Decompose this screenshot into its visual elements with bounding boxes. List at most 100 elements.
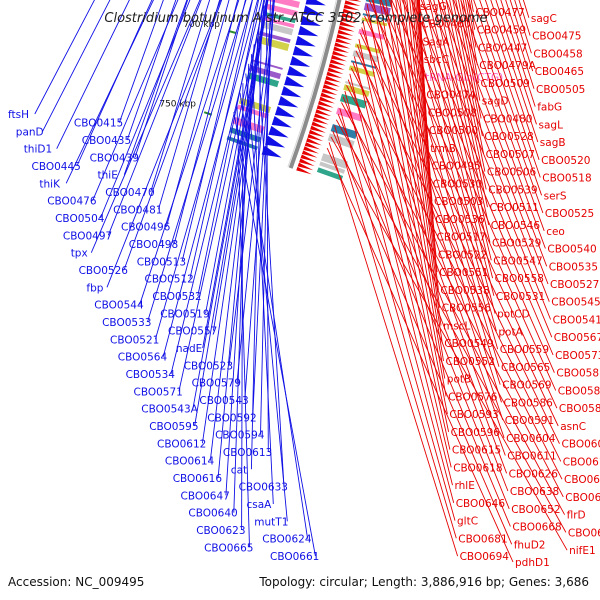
gene-label: CBO0531 xyxy=(496,291,545,303)
forward-gene-arrow xyxy=(320,92,337,100)
forward-gene-arrow xyxy=(337,29,354,36)
reverse-strand-genes xyxy=(261,0,326,158)
forward-gene-arrow xyxy=(300,154,317,162)
label-leader-line xyxy=(352,62,508,474)
feature-block xyxy=(361,17,388,27)
forward-gene-arrow xyxy=(322,84,339,91)
label-leader-line xyxy=(217,24,260,479)
gene-label: mutT1 xyxy=(254,516,288,528)
feature-block xyxy=(345,81,371,91)
forward-gene-arrow xyxy=(335,38,352,45)
label-leader-line xyxy=(410,0,496,314)
forward-gene-arrow xyxy=(304,142,321,150)
gene-label: thiK xyxy=(39,178,61,190)
gene-label: CBO0507 xyxy=(486,149,535,161)
gene-label: CBO0535 xyxy=(549,261,598,273)
gene-label: CBO0519 xyxy=(160,308,209,320)
label-leader-line xyxy=(225,44,255,496)
gene-label: CBO0540 xyxy=(547,244,596,256)
label-leader-line xyxy=(326,147,514,563)
label-leader-line xyxy=(415,0,433,202)
label-leader-line xyxy=(165,0,230,227)
gene-label: potB xyxy=(447,374,471,386)
gene-label: CBO0564 xyxy=(118,352,168,364)
gene-label: ftsH xyxy=(8,109,29,121)
label-leader-line xyxy=(173,0,239,245)
label-leader-line xyxy=(396,0,499,350)
gene-label: CBO0496 xyxy=(121,222,171,234)
forward-gene-arrow xyxy=(347,0,362,2)
gene-label: CBO0518 xyxy=(542,173,591,185)
feature-block xyxy=(319,161,346,174)
forward-gene-arrow xyxy=(328,63,345,70)
label-leader-line xyxy=(65,0,154,184)
label-leader-line xyxy=(197,0,260,297)
label-leader-line xyxy=(154,0,253,340)
forward-gene-arrow xyxy=(326,71,343,79)
reverse-gene-labels: ftsHCBO0415panDCBO0435thiD1CBO0439CBO044… xyxy=(8,0,319,563)
forward-gene-arrow xyxy=(332,50,349,58)
label-leader-line xyxy=(341,102,565,515)
gene-label: gltC xyxy=(457,516,478,528)
label-leader-line xyxy=(106,0,222,288)
gene-label: CBO0476 xyxy=(47,196,97,208)
gene-label: CBO0647 xyxy=(181,490,230,502)
gene-label: CBO0458 xyxy=(533,48,582,60)
forward-gene-arrow xyxy=(299,158,315,167)
gene-label: fbp xyxy=(86,282,103,294)
gene-label: CBO0565 xyxy=(501,362,550,374)
outer-feature-band xyxy=(316,0,393,181)
label-leader-line xyxy=(495,0,537,125)
gene-label: csaA xyxy=(247,499,273,511)
genome-backbone xyxy=(287,0,342,169)
gene-label: asnC xyxy=(560,421,586,433)
label-leader-line xyxy=(209,5,265,461)
reverse-gene-arrow xyxy=(303,5,324,16)
label-leader-line xyxy=(359,33,560,444)
label-leader-line xyxy=(433,0,491,243)
label-leader-line xyxy=(366,4,448,415)
gene-label: CBO0539 xyxy=(488,184,537,196)
feature-block xyxy=(363,2,391,16)
forward-gene-arrow xyxy=(303,146,320,154)
label-leader-line xyxy=(356,44,506,456)
label-leader-line xyxy=(452,0,485,154)
gene-label: CBO0583 xyxy=(559,403,600,415)
gene-label: CBO0624 xyxy=(262,534,312,546)
label-leader-line xyxy=(147,0,247,323)
gene-label: CBO0509 xyxy=(481,78,530,90)
forward-gene-arrow xyxy=(344,0,361,7)
label-leader-line xyxy=(100,0,191,219)
reverse-gene-arrow xyxy=(265,135,286,148)
label-leader-line xyxy=(162,0,259,357)
label-leader-line xyxy=(380,0,501,385)
gene-label: CBO0579 xyxy=(192,378,241,390)
label-leader-line xyxy=(189,0,253,279)
gene-label: pdhD1 xyxy=(515,557,550,569)
genome-summary-text: Topology: circular; Length: 3,886,916 bp… xyxy=(258,575,589,589)
gene-label: CBO0521 xyxy=(110,334,159,346)
gene-label: CBO0526 xyxy=(79,265,129,277)
gene-label: CBO0617 xyxy=(563,456,600,468)
gene-label: CBO0530 xyxy=(433,178,482,190)
forward-gene-arrow xyxy=(317,100,334,108)
label-leader-line xyxy=(365,9,504,421)
feature-block xyxy=(330,123,358,140)
gene-label: panD xyxy=(16,126,44,138)
label-leader-line xyxy=(473,0,543,196)
forward-gene-arrow xyxy=(310,125,326,133)
forward-gene-arrow xyxy=(339,21,356,28)
gene-label: CBO0415 xyxy=(74,118,123,130)
feature-block xyxy=(267,0,300,9)
reverse-gene-arrow xyxy=(271,115,292,128)
forward-gene-arrow xyxy=(343,4,360,11)
gene-label: CBO0581 xyxy=(556,368,600,380)
feature-block xyxy=(336,107,363,122)
gene-label: nifE1 xyxy=(569,545,596,557)
label-leader-line xyxy=(134,0,189,158)
gene-label: CBO0648 xyxy=(565,492,600,504)
label-leader-line xyxy=(505,0,535,89)
gene-label: CBO0523 xyxy=(184,360,233,372)
reverse-gene-arrow xyxy=(305,0,326,6)
gene-label: CBO0627 xyxy=(564,474,600,486)
